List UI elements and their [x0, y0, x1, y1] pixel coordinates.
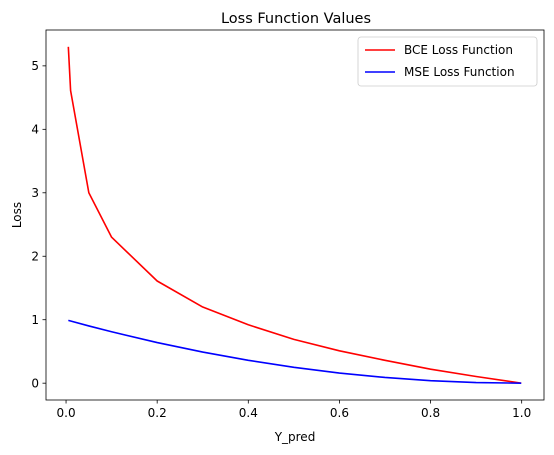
x-tick-label: 0.0: [57, 406, 76, 420]
y-tick-label: 1: [31, 313, 39, 327]
y-tick-label: 0: [31, 376, 39, 390]
chart-title: Loss Function Values: [221, 11, 371, 27]
x-tick-label: 0.4: [239, 406, 258, 420]
y-tick-label: 2: [31, 250, 39, 264]
x-tick-label: 0.6: [330, 406, 349, 420]
legend-label-bce: BCE Loss Function: [404, 43, 513, 57]
y-tick-label: 5: [31, 59, 39, 73]
legend-label-mse: MSE Loss Function: [404, 65, 515, 79]
y-axis-label: Loss: [10, 202, 24, 228]
y-axis: 0 1 2 3 4 5: [31, 59, 46, 390]
axes-frame: [45, 29, 545, 401]
y-tick-label: 3: [31, 186, 39, 200]
x-tick-label: 1.0: [512, 406, 531, 420]
x-tick-label: 0.2: [148, 406, 167, 420]
series-line-mse: [68, 319, 522, 384]
plot-area: [67, 46, 522, 384]
legend: BCE Loss Function MSE Loss Function: [357, 36, 538, 87]
x-tick-label: 0.8: [421, 406, 440, 420]
x-axis: 0.0 0.2 0.4 0.6 0.8 1.0: [57, 400, 531, 420]
series-line-bce: [67, 46, 522, 384]
y-tick-label: 4: [31, 123, 39, 137]
x-axis-label: Y_pred: [274, 430, 316, 444]
legend-box: [357, 36, 538, 87]
